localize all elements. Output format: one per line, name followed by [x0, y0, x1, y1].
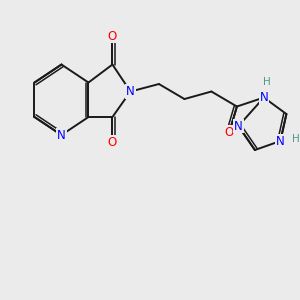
Text: N: N — [57, 128, 66, 142]
Text: N: N — [276, 134, 285, 148]
Text: H: H — [263, 77, 271, 87]
Text: N: N — [260, 91, 268, 104]
Text: O: O — [108, 29, 117, 43]
Text: H: H — [292, 134, 300, 144]
Text: N: N — [234, 119, 243, 133]
Text: O: O — [108, 136, 117, 149]
Text: O: O — [225, 125, 234, 139]
Text: N: N — [126, 85, 135, 98]
